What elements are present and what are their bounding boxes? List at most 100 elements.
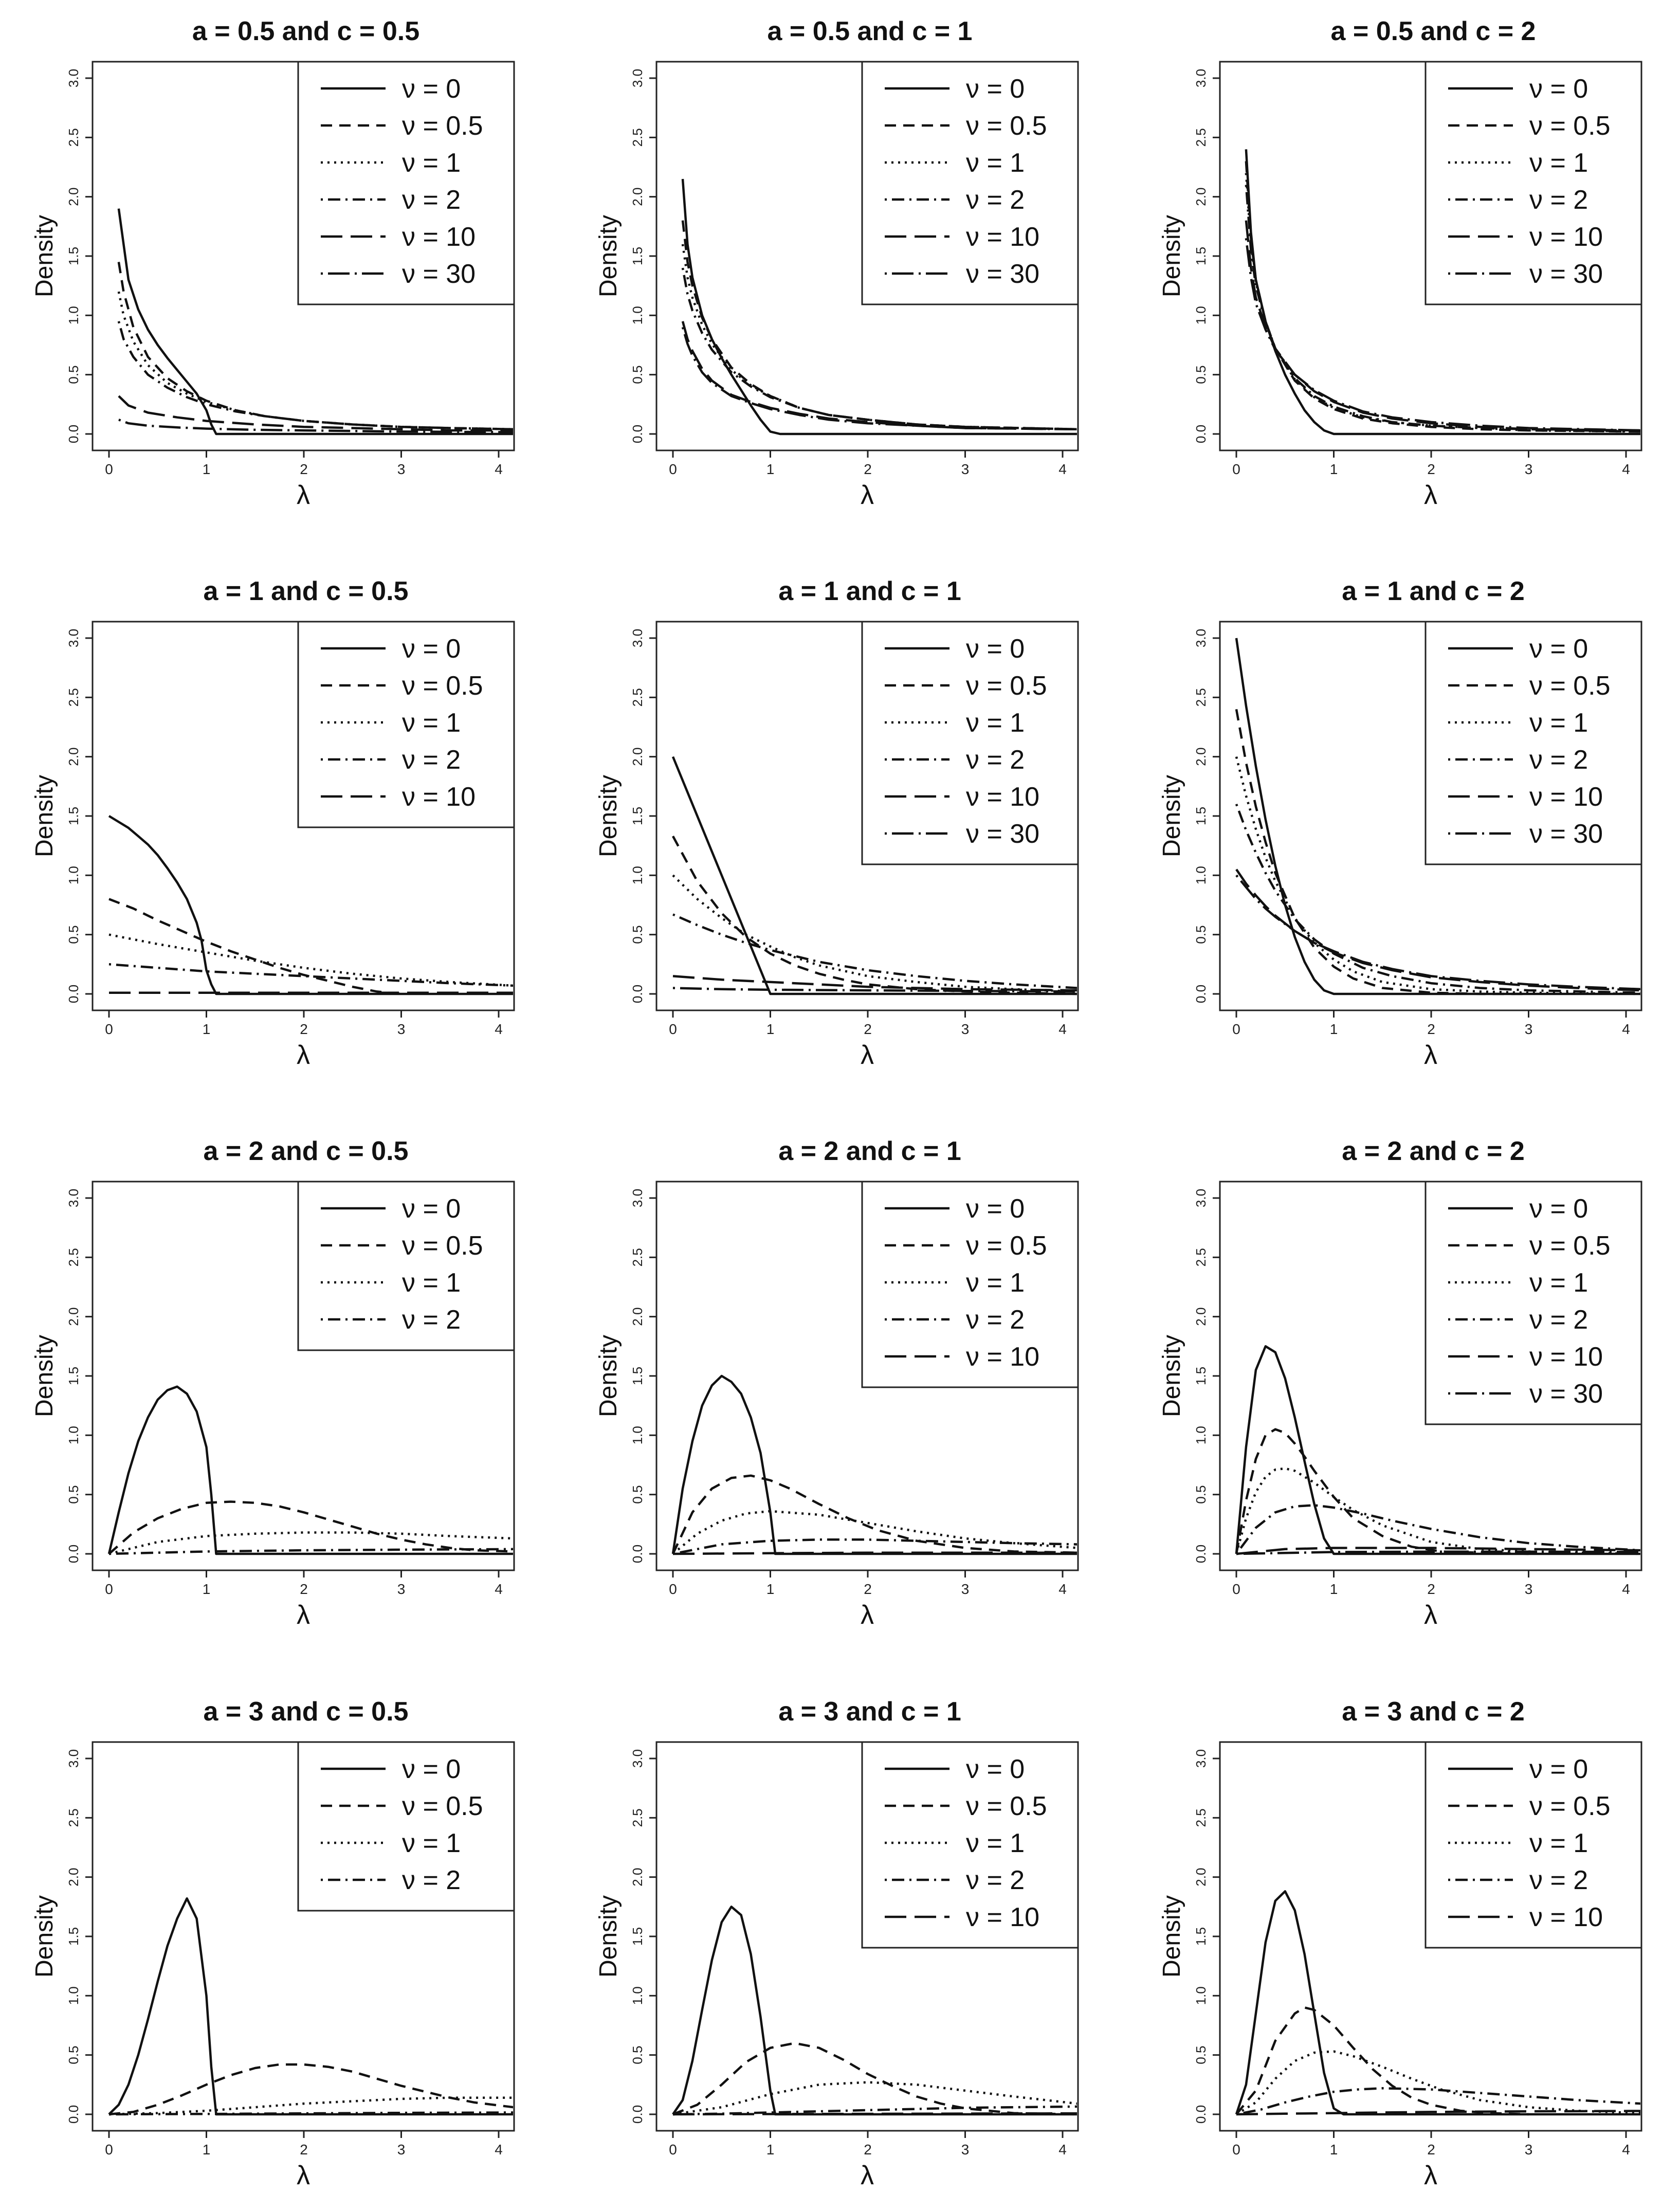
x-tick-label: 3 (1525, 1581, 1533, 1597)
legend-label: ν = 30 (1529, 259, 1603, 289)
legend-label: ν = 0 (966, 1754, 1025, 1784)
legend-label: ν = 0 (966, 74, 1025, 104)
x-tick-label: 0 (105, 1581, 113, 1597)
y-tick-label: 0.0 (630, 1545, 645, 1563)
x-tick-label: 4 (495, 2142, 503, 2157)
chart-panel: a = 0.5 and c = 1 0.0 0.5 1.0 1.5 2.0 2.5 3.0 De… (595, 16, 1079, 510)
series-line (681, 327, 1077, 431)
x-tick-label: 3 (397, 1581, 406, 1597)
x-axis-label: λ (297, 1040, 310, 1070)
legend-box (861, 1181, 1079, 1388)
x-tick-label: 0 (105, 1021, 113, 1037)
x-tick-label: 0 (669, 2142, 677, 2157)
chart-title: a = 0.5 and c = 2 (1331, 16, 1536, 46)
legend-label: ν = 0.5 (1529, 1791, 1611, 1821)
x-axis-label: λ (1424, 1040, 1437, 1070)
series-line (1235, 1428, 1529, 1555)
legend-label: ν = 2 (1529, 1865, 1588, 1895)
series-line (108, 2111, 513, 2116)
x-tick-label: 1 (1330, 1581, 1338, 1597)
series-line (108, 2063, 513, 2116)
y-tick-label: 0.0 (630, 985, 645, 1003)
legend-label: ν = 1 (1529, 1828, 1588, 1858)
legend-label: ν = 2 (1529, 185, 1588, 215)
y-tick-label: 3.0 (1193, 629, 1209, 647)
chart-title: a = 2 and c = 2 (1342, 1136, 1525, 1166)
y-tick-label: 0.5 (1193, 2046, 1209, 2064)
x-tick-label: 3 (397, 1021, 406, 1037)
chart-panel: a = 3 and c = 2 0.0 0.5 1.0 1.5 2.0 2.5 3.0 Dens… (1158, 1697, 1642, 2190)
legend-label: ν = 0 (966, 634, 1025, 664)
legend-box (297, 1741, 515, 1912)
y-tick-label: 1.5 (630, 807, 645, 825)
chart-title: a = 0.5 and c = 0.5 (192, 16, 419, 46)
legend-box (1424, 621, 1642, 865)
y-tick-label: 2.5 (1193, 128, 1209, 147)
y-axis-label: Density (1158, 1895, 1185, 1978)
y-axis-label: Density (595, 775, 622, 857)
x-tick-label: 4 (1622, 2142, 1630, 2157)
y-tick-label: 0.0 (66, 1545, 81, 1563)
chart-panel: a = 1 and c = 0.5 0.0 0.5 1.0 1.5 2.0 2.5 3.0 De… (31, 576, 515, 1070)
y-tick-label: 0.0 (66, 425, 81, 443)
y-tick-label: 1.5 (1193, 807, 1209, 825)
series-line (117, 291, 513, 431)
legend-label: ν = 2 (966, 1865, 1025, 1895)
y-tick-label: 3.0 (630, 1189, 645, 1207)
x-tick-label: 2 (1427, 461, 1435, 477)
legend-label: ν = 2 (1529, 1305, 1588, 1335)
x-tick-label: 1 (766, 461, 775, 477)
y-axis-label: Density (31, 1335, 58, 1417)
y-tick-label: 2.0 (1193, 1308, 1209, 1326)
legend-label: ν = 2 (402, 745, 461, 775)
x-tick-label: 1 (203, 1021, 211, 1037)
series-line (1245, 238, 1640, 432)
x-tick-label: 0 (669, 1021, 677, 1037)
series-line (108, 1500, 513, 1555)
y-tick-label: 2.0 (66, 1868, 81, 1887)
x-tick-label: 4 (1622, 1581, 1630, 1597)
legend-label: ν = 0.5 (1529, 111, 1611, 141)
series-line (108, 1531, 513, 1555)
legend-box (297, 1181, 515, 1351)
legend-label: ν = 2 (402, 185, 461, 215)
y-tick-label: 2.0 (630, 748, 645, 766)
series-line (108, 963, 513, 987)
x-tick-label: 0 (1232, 1581, 1240, 1597)
legend-label: ν = 2 (966, 185, 1025, 215)
legend-box (1424, 1181, 1642, 1425)
chart-panel: a = 2 and c = 2 0.0 0.5 1.0 1.5 2.0 2.5 3.0 Dens… (1158, 1136, 1642, 1630)
series-line (108, 2096, 513, 2116)
x-tick-label: 2 (864, 1021, 872, 1037)
y-tick-label: 2.5 (66, 1808, 81, 1827)
y-tick-label: 0.0 (1193, 985, 1209, 1003)
chart-title: a = 2 and c = 1 (778, 1136, 961, 1166)
x-tick-label: 0 (1232, 461, 1240, 477)
series-line (107, 1385, 513, 1555)
series-line (681, 267, 1077, 431)
legend-label: ν = 1 (966, 708, 1025, 738)
legend-label: ν = 0.5 (402, 1791, 483, 1821)
x-tick-label: 1 (203, 2142, 211, 2157)
y-tick-label: 1.0 (1193, 1426, 1209, 1444)
legend-label: ν = 2 (402, 1305, 461, 1335)
series-line (108, 933, 513, 987)
y-tick-label: 1.0 (66, 866, 81, 884)
x-tick-label: 4 (495, 461, 503, 477)
y-tick-label: 1.5 (66, 247, 81, 265)
legend-label: ν = 10 (1529, 222, 1603, 252)
y-tick-label: 1.5 (630, 247, 645, 265)
x-tick-label: 1 (203, 1581, 211, 1597)
y-axis-label: Density (31, 1895, 58, 1978)
x-tick-label: 2 (300, 1021, 308, 1037)
y-tick-label: 1.5 (66, 807, 81, 825)
y-tick-label: 0.5 (1193, 926, 1209, 944)
y-tick-label: 1.0 (66, 1986, 81, 2005)
series-line (1235, 1345, 1640, 1555)
x-tick-label: 3 (397, 2142, 406, 2157)
legend-label: ν = 10 (1529, 1902, 1603, 1932)
x-tick-label: 3 (961, 2142, 970, 2157)
legend-label: ν = 1 (966, 1828, 1025, 1858)
legend-label: ν = 0.5 (402, 111, 483, 141)
